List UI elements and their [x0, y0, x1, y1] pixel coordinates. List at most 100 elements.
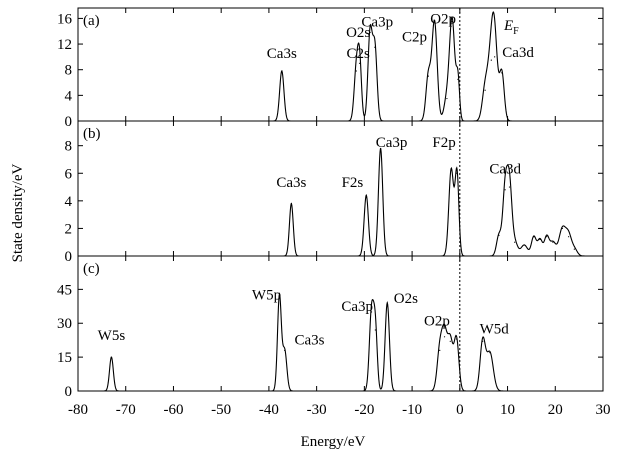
dos-peak-point — [278, 295, 281, 297]
y-tick-label: 4 — [65, 88, 73, 104]
y-tick-label: 8 — [65, 63, 73, 79]
dos-peak-point — [374, 329, 376, 331]
dos-peak-point — [284, 349, 286, 351]
orbital-annotation: Ca3s — [276, 175, 306, 191]
panel-label: (c) — [83, 261, 100, 277]
orbital-annotation: Ca3s — [267, 46, 297, 62]
fermi-label-subscript: F — [513, 26, 519, 37]
panel-label: (b) — [83, 126, 101, 142]
dos-peak-point — [504, 189, 506, 191]
dos-peak-point — [455, 338, 458, 340]
orbital-annotation: W5p — [252, 288, 281, 304]
orbital-annotation: O2p — [430, 12, 456, 28]
dos-peak-point — [451, 21, 453, 23]
orbital-annotation: W5d — [480, 321, 510, 337]
fermi-label-main: E — [503, 18, 513, 34]
y-tick-label: 4 — [65, 194, 73, 210]
y-tick-label: 0 — [65, 249, 73, 265]
x-tick-label: 30 — [596, 402, 611, 418]
y-tick-label: 15 — [57, 350, 72, 366]
orbital-annotation: F2s — [342, 175, 364, 191]
y-tick-label: 0 — [65, 114, 73, 130]
dos-peak-point — [446, 97, 448, 100]
x-tick-label: -50 — [211, 402, 231, 418]
orbital-annotation: Ca3p — [376, 135, 408, 151]
orbital-annotation: Ca3d — [502, 45, 534, 61]
dos-peak-point — [433, 21, 436, 23]
dos-peak-point — [484, 89, 486, 91]
dos-peak-point — [290, 203, 292, 205]
x-tick-label: 0 — [456, 402, 464, 418]
dos-peak-point — [514, 241, 516, 243]
y-tick-label: 0 — [65, 384, 73, 400]
x-tick-label: -40 — [259, 402, 279, 418]
dos-peak-point — [369, 31, 371, 34]
dos-peak-point — [539, 238, 541, 241]
dos-peak-point — [561, 227, 564, 230]
panel-frame — [77, 120, 604, 257]
dos-peak-point — [374, 46, 376, 48]
dos-peak-point — [457, 78, 459, 80]
dos-peak-point — [370, 311, 373, 313]
orbital-annotation: Ca3s — [294, 333, 324, 349]
dos-peak-point — [482, 340, 484, 342]
dos-peak-point — [508, 186, 511, 188]
dos-peak-point — [450, 168, 452, 170]
y-tick-label: 16 — [57, 11, 73, 27]
x-tick-label: -10 — [402, 402, 422, 418]
dos-peak-point — [573, 248, 575, 250]
dos-peak-point — [490, 59, 492, 61]
dos-peak-point — [449, 340, 451, 342]
dos-peak-point — [110, 356, 113, 358]
orbital-annotation: O2s — [394, 291, 418, 307]
orbital-annotation: O2p — [424, 314, 450, 330]
dos-peak-point — [358, 62, 361, 64]
x-tick-label: -80 — [68, 402, 88, 418]
panel-label: (a) — [83, 13, 100, 29]
x-tick-label: -20 — [354, 402, 374, 418]
dos-peak-point — [501, 72, 503, 74]
fermi-level-label: EF — [503, 18, 519, 37]
panel-frame — [77, 255, 604, 392]
orbital-annotation: Ca3p — [341, 299, 373, 315]
dos-peak-point — [546, 236, 548, 238]
dos-series-line — [87, 292, 594, 392]
dos-peak-point — [533, 236, 535, 238]
dos-peak-point — [386, 302, 388, 304]
y-tick-label: 8 — [65, 139, 73, 155]
x-tick-label: -60 — [163, 402, 183, 418]
dos-peak-point — [439, 349, 441, 351]
dos-peak-point — [456, 172, 458, 174]
dos-peak-point — [568, 236, 570, 238]
dos-peak-point — [489, 352, 491, 354]
dos-peak-point — [523, 244, 525, 246]
y-axis-label: State density/eV — [10, 163, 26, 262]
orbital-annotation: F2p — [432, 135, 455, 151]
dos-peak-point — [355, 70, 357, 72]
x-tick-label: -70 — [116, 402, 136, 418]
orbital-annotation: O2s — [346, 25, 370, 41]
orbital-annotation: Ca3p — [361, 15, 393, 31]
dos-peak-point — [552, 241, 554, 243]
dos-peak-point — [281, 70, 283, 72]
y-tick-label: 6 — [65, 166, 73, 182]
dos-peak-point — [365, 194, 367, 196]
x-tick-label: -30 — [307, 402, 327, 418]
panel-frame — [77, 7, 604, 122]
x-tick-label: 20 — [548, 402, 563, 418]
y-tick-label: 45 — [57, 282, 72, 298]
dos-peak-point — [494, 56, 496, 58]
y-tick-label: 12 — [57, 37, 72, 53]
orbital-annotation: C2s — [346, 46, 370, 62]
orbital-annotation: W5s — [98, 328, 126, 344]
x-tick-label: 10 — [500, 402, 515, 418]
y-tick-label: 2 — [65, 221, 73, 237]
orbital-annotation: Ca3d — [489, 161, 521, 177]
dos-peak-point — [427, 75, 429, 77]
dos-peak-point — [443, 336, 446, 338]
y-tick-label: 30 — [57, 316, 72, 332]
dos-peak-point — [379, 147, 382, 150]
x-axis-label: Energy/eV — [301, 434, 366, 450]
orbital-annotation: C2p — [402, 29, 427, 45]
